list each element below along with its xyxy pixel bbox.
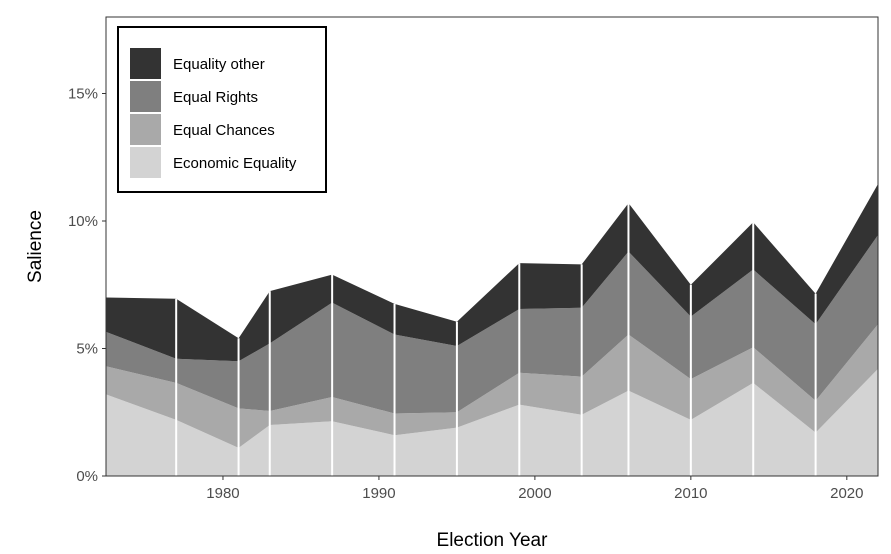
legend-key: [130, 48, 161, 79]
plot-panel-border: [105, 16, 879, 477]
x-tick-label: 2010: [674, 485, 707, 502]
legend: Equality other Equal Rights Equal Chances E…: [117, 26, 327, 193]
y-axis: 0% 5% 10% 15%: [68, 86, 106, 485]
y-tick-label: 10%: [68, 213, 98, 230]
x-tick-label: 1990: [362, 485, 395, 502]
legend-key: [130, 147, 161, 178]
x-tick-label: 1980: [206, 485, 239, 502]
series-areas: [106, 184, 878, 476]
x-tick-label: 2000: [518, 485, 551, 502]
legend-label: Economic Equality: [173, 155, 297, 172]
legend-key: [130, 81, 161, 112]
legend-key: [130, 114, 161, 145]
x-tick-label: 2020: [830, 485, 863, 502]
election-year-lines: [175, 203, 817, 476]
area-equal-rights: [106, 235, 878, 414]
y-axis-title: Salience: [25, 210, 46, 283]
area-equal-chances: [106, 324, 878, 448]
legend-label: Equal Chances: [173, 122, 275, 139]
y-tick-label: 0%: [76, 468, 98, 485]
y-tick-label: 15%: [68, 86, 98, 103]
x-axis: 1980 1990 2000 2010 2020: [206, 476, 863, 502]
legend-label: Equality other: [173, 56, 265, 73]
area-equality-other: [106, 184, 878, 362]
legend-label: Equal Rights: [173, 89, 258, 106]
x-axis-title: Election Year: [437, 530, 549, 551]
y-tick-label: 5%: [76, 341, 98, 358]
area-economic-equality: [106, 368, 878, 476]
